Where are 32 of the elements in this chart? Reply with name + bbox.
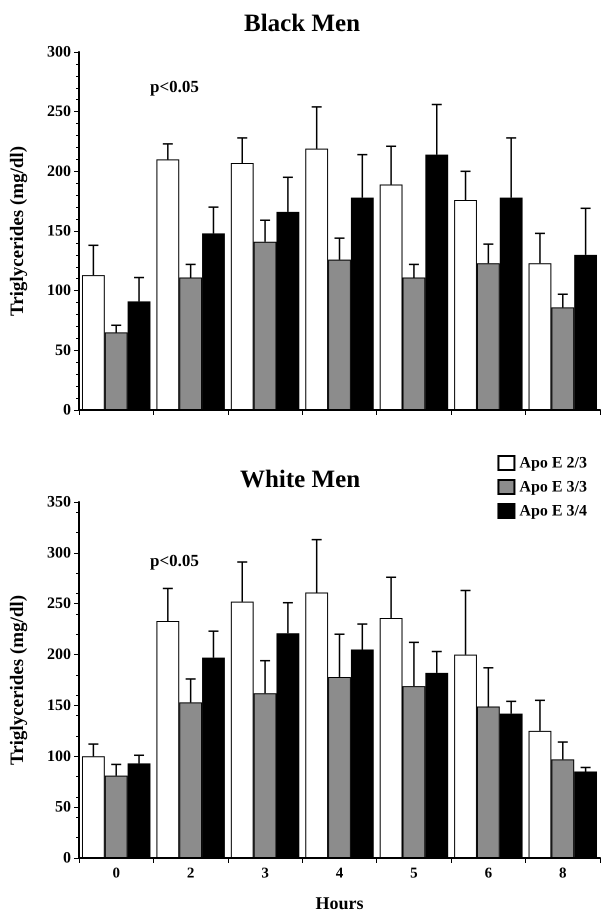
annotation: p<0.05 — [150, 77, 199, 96]
y-tick-label: 250 — [47, 595, 71, 612]
legend-label: Apo E 2/3 — [519, 454, 588, 472]
y-tick-label: 0 — [63, 850, 71, 866]
x-tick-label: 0 — [112, 866, 120, 882]
y-tick-label: 200 — [47, 162, 71, 180]
chart-title: Black Men — [244, 10, 360, 37]
x-tick-label: 5 — [410, 866, 418, 882]
y-axis-title: Triglycerides (mg/dl) — [7, 146, 28, 316]
x-axis-title: Hours — [315, 893, 364, 913]
annotation: p<0.05 — [150, 551, 199, 570]
legend-label: Apo E 3/4 — [519, 502, 588, 520]
y-tick-label: 300 — [47, 44, 71, 60]
y-tick-label: 100 — [47, 748, 71, 765]
y-axis-title: Triglycerides (mg/dl) — [7, 594, 28, 766]
legend-label: Apo E 3/3 — [519, 478, 588, 496]
y-tick-label: 0 — [63, 402, 71, 418]
y-tick-label: 150 — [47, 222, 71, 240]
y-tick-label: 350 — [47, 494, 71, 510]
x-tick-label: 8 — [559, 866, 567, 882]
chart-title: White Men — [240, 466, 360, 493]
x-tick-label: 3 — [261, 866, 269, 882]
y-tick-label: 200 — [47, 646, 71, 664]
x-tick-label: 6 — [484, 866, 493, 882]
y-tick-label: 150 — [47, 696, 71, 714]
x-tick-label: 2 — [186, 866, 194, 882]
x-tick-label: 4 — [336, 866, 344, 882]
y-tick-label: 50 — [55, 342, 71, 359]
y-tick-label: 250 — [47, 103, 71, 120]
y-tick-label: 50 — [55, 798, 71, 816]
y-tick-label: 300 — [47, 544, 71, 562]
y-tick-label: 100 — [47, 282, 71, 300]
